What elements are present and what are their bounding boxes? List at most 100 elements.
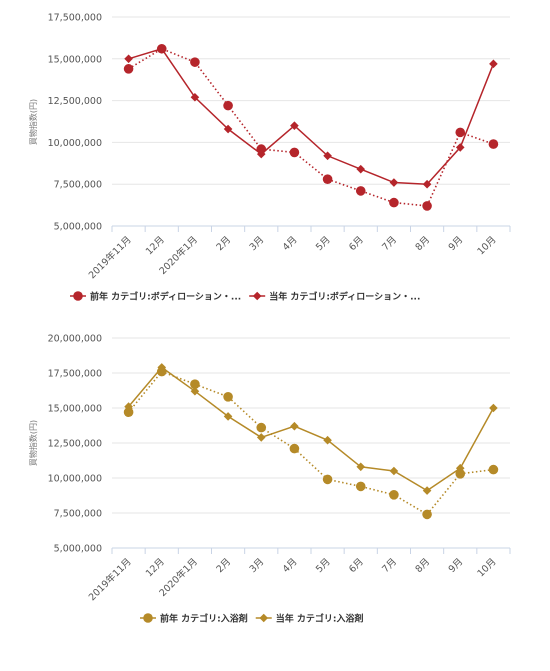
data-point[interactable] bbox=[256, 422, 267, 433]
data-point[interactable] bbox=[256, 149, 266, 159]
series-current-year bbox=[124, 363, 498, 495]
x-tick-label: 8月 bbox=[413, 556, 432, 575]
legend: 前年 カテゴリ:ボディローション・... 当年 カテゴリ:ボディローション・... bbox=[70, 291, 420, 303]
data-point[interactable] bbox=[289, 147, 300, 158]
data-point[interactable] bbox=[488, 464, 499, 475]
y-tick-label: 10,000,000 bbox=[48, 474, 102, 485]
data-point[interactable] bbox=[289, 443, 300, 454]
legend-label: 当年 カテゴリ:入浴剤 bbox=[276, 613, 364, 625]
data-point[interactable] bbox=[322, 474, 333, 485]
y-tick-label: 12,500,000 bbox=[48, 439, 102, 450]
data-point[interactable] bbox=[455, 463, 465, 473]
data-point[interactable] bbox=[323, 151, 332, 161]
data-point[interactable] bbox=[455, 143, 465, 152]
series-line bbox=[128, 47, 495, 185]
data-point[interactable] bbox=[223, 412, 233, 421]
data-point[interactable] bbox=[190, 57, 200, 67]
y-tick-label: 7,500,000 bbox=[54, 180, 102, 191]
y-tick-label: 10,000,000 bbox=[48, 138, 102, 149]
legend-label: 前年 カテゴリ:入浴剤 bbox=[160, 613, 248, 625]
x-tick-label: 4月 bbox=[281, 234, 300, 253]
data-point[interactable] bbox=[389, 197, 399, 208]
y-tick-label: 5,000,000 bbox=[54, 544, 102, 555]
series-current-year bbox=[124, 44, 498, 189]
data-point[interactable] bbox=[157, 363, 167, 372]
data-point[interactable] bbox=[123, 407, 134, 418]
data-point[interactable] bbox=[355, 186, 366, 196]
legend-label: 当年 カテゴリ:ボディローション・... bbox=[269, 291, 420, 303]
data-point[interactable] bbox=[356, 164, 366, 174]
y-tick-label: 12,500,000 bbox=[48, 96, 102, 107]
data-point[interactable] bbox=[290, 421, 299, 431]
data-point[interactable] bbox=[124, 54, 133, 64]
chart-1: 5,000,000 7,500,000 10,000,000 12,500,000 15… bbox=[28, 13, 511, 303]
y-axis-label: 買物指数(円) bbox=[28, 99, 38, 145]
y-tick-label: 15,000,000 bbox=[48, 404, 102, 415]
data-point[interactable] bbox=[422, 179, 432, 189]
data-point[interactable] bbox=[389, 178, 399, 187]
x-tick-label: 7月 bbox=[380, 556, 399, 575]
x-tick-label: 6月 bbox=[347, 556, 366, 575]
y-tick-label: 5,000,000 bbox=[54, 222, 102, 233]
data-point[interactable] bbox=[323, 435, 332, 445]
data-point[interactable] bbox=[422, 486, 432, 495]
legend-circle-marker bbox=[143, 613, 153, 623]
x-tick-label: 2019年11月 bbox=[86, 556, 134, 604]
legend-circle-marker bbox=[73, 291, 83, 301]
legend: 前年 カテゴリ:入浴剤 当年 カテゴリ:入浴剤 bbox=[140, 613, 363, 625]
data-point[interactable] bbox=[223, 124, 233, 134]
data-point[interactable] bbox=[422, 509, 432, 520]
data-point[interactable] bbox=[223, 392, 233, 402]
data-point[interactable] bbox=[422, 201, 432, 211]
x-tick-label: 4月 bbox=[281, 556, 300, 575]
data-point[interactable] bbox=[290, 121, 299, 130]
y-axis-label: 買物指数(円) bbox=[28, 420, 38, 466]
data-point[interactable] bbox=[455, 127, 466, 138]
series-previous-year bbox=[123, 43, 499, 211]
x-tick-label: 9月 bbox=[447, 234, 466, 253]
chart-2: 5,000,000 7,500,000 10,000,000 12,500,000 15… bbox=[28, 334, 511, 625]
x-tick-label: 6月 bbox=[347, 234, 366, 253]
data-point[interactable] bbox=[190, 386, 200, 396]
y-tick-label: 20,000,000 bbox=[48, 334, 102, 345]
y-tick-label: 17,500,000 bbox=[48, 369, 102, 380]
data-point[interactable] bbox=[488, 139, 499, 149]
x-tick-label: 5月 bbox=[314, 556, 333, 575]
data-point[interactable] bbox=[322, 174, 333, 184]
data-point[interactable] bbox=[256, 433, 266, 442]
legend-item[interactable]: 前年 カテゴリ:入浴剤 bbox=[140, 613, 248, 625]
x-tick-label: 8月 bbox=[413, 234, 432, 253]
legend-label: 前年 カテゴリ:ボディローション・... bbox=[90, 291, 241, 303]
data-point[interactable] bbox=[389, 490, 399, 500]
data-point[interactable] bbox=[355, 481, 366, 492]
data-point[interactable] bbox=[455, 469, 466, 479]
data-point[interactable] bbox=[489, 59, 498, 69]
data-point[interactable] bbox=[356, 462, 366, 472]
x-tick-label: 12月 bbox=[144, 556, 167, 579]
legend-item[interactable]: 当年 カテゴリ:入浴剤 bbox=[255, 613, 364, 625]
y-tick-label: 15,000,000 bbox=[48, 54, 102, 65]
x-tick-label: 12月 bbox=[144, 234, 167, 257]
x-tick-label: 2019年11月 bbox=[86, 234, 134, 282]
legend-item[interactable]: 前年 カテゴリ:ボディローション・... bbox=[70, 291, 241, 303]
x-tick-label: 10月 bbox=[475, 234, 498, 257]
x-tick-label: 9月 bbox=[447, 556, 466, 575]
series-line bbox=[127, 370, 494, 516]
legend-item[interactable]: 当年 カテゴリ:ボディローション・... bbox=[249, 291, 420, 303]
data-point[interactable] bbox=[123, 64, 134, 74]
x-tick-label: 3月 bbox=[248, 234, 267, 253]
data-point[interactable] bbox=[190, 379, 200, 390]
data-point[interactable] bbox=[124, 402, 133, 411]
legend-diamond-marker bbox=[259, 613, 269, 623]
data-point[interactable] bbox=[489, 403, 498, 413]
data-point[interactable] bbox=[157, 44, 167, 54]
data-point[interactable] bbox=[190, 92, 200, 102]
y-tick-label: 17,500,000 bbox=[48, 13, 102, 24]
series-line bbox=[128, 366, 495, 492]
x-tick-label: 3月 bbox=[248, 556, 267, 575]
x-tick-label: 2月 bbox=[214, 556, 233, 575]
data-point[interactable] bbox=[389, 466, 399, 476]
data-point[interactable] bbox=[223, 100, 233, 111]
y-tick-label: 7,500,000 bbox=[54, 509, 102, 520]
